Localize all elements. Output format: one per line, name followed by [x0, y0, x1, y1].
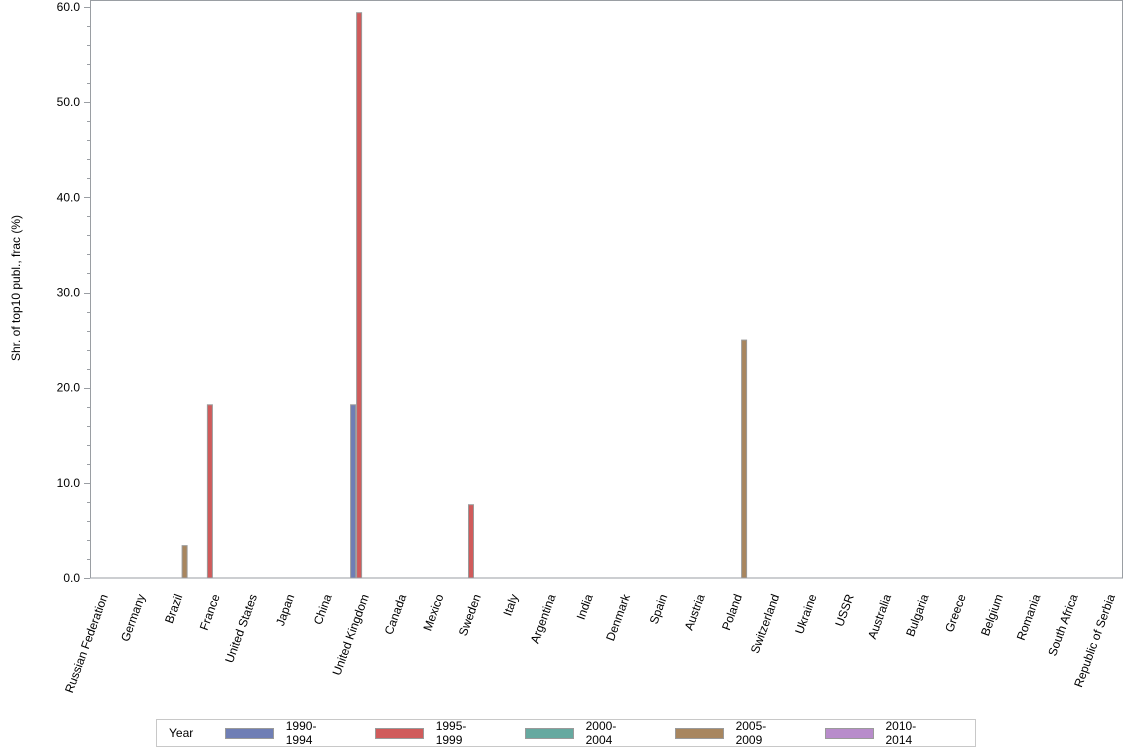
x-tick-label: Denmark: [603, 591, 633, 642]
bar-france-1995-1999: [206, 404, 213, 579]
y-tick-label: 10.0: [57, 476, 81, 490]
y-tick-label: 40.0: [57, 190, 81, 204]
bar-chart: 0.0 10.0 20.0 30.0 40.0 50.0 60.0 Russian Fede…: [9, 0, 1123, 695]
x-tick-label: Switzerland: [748, 592, 782, 655]
x-tick-label: United States: [222, 592, 260, 664]
legend-swatch: [225, 727, 274, 739]
x-tick-label: Spain: [647, 592, 671, 626]
legend-item-2005-2009: 2005-2009: [675, 719, 791, 747]
x-tick-label: Greece: [942, 592, 969, 634]
x-tick-label: Mexico: [420, 592, 446, 633]
x-tick-label: China: [311, 592, 335, 627]
x-tick-label: Japan: [273, 592, 297, 628]
bar-united-kingdom-1990-1994: [350, 404, 357, 579]
legend-item-1995-1999: 1995-1999: [375, 719, 491, 747]
legend-item-2000-2004: 2000-2004: [525, 719, 641, 747]
x-tick-label: Australia: [865, 592, 894, 641]
legend-swatch: [825, 727, 874, 739]
y-axis-title: Shr. of top10 publ., frac (%): [9, 215, 23, 361]
y-axis: 0.0 10.0 20.0 30.0 40.0 50.0 60.0: [57, 0, 90, 585]
x-tick-label: Ukraine: [792, 592, 819, 636]
legend-item-1990-1994: 1990-1994: [225, 719, 341, 747]
legend-swatch: [525, 727, 574, 739]
legend-label: 2010-2014: [885, 719, 917, 747]
x-tick-label: USSR: [832, 592, 857, 628]
legend-label: 1990-1994: [285, 719, 317, 747]
legend-item-2010-2014: 2010-2014: [825, 719, 941, 747]
plot-frame: [90, 0, 1123, 579]
y-tick-label: 20.0: [57, 381, 81, 395]
bar-united-kingdom-1995-1999: [356, 12, 363, 579]
x-tick-label: Austria: [682, 592, 708, 632]
x-tick-label: Bulgaria: [903, 592, 931, 638]
legend-label: 2000-2004: [585, 719, 617, 747]
x-axis: Russian Federation Germany Brazil France Uni…: [62, 591, 1118, 695]
x-tick-label: Argentina: [528, 592, 559, 645]
y-tick-label: 0.0: [63, 571, 80, 585]
legend-title: Year: [169, 726, 194, 740]
x-tick-label: Sweden: [456, 592, 484, 638]
x-tick-label: India: [574, 592, 596, 622]
bar-brazil-2005-2009: [181, 545, 188, 579]
bars: [181, 12, 748, 579]
x-tick-label: Germany: [118, 592, 148, 643]
x-tick-label: South Africa: [1045, 592, 1080, 658]
x-tick-label: Poland: [719, 592, 745, 632]
x-tick-label: Brazil: [162, 592, 185, 625]
x-tick-label: Republic of Serbia: [1071, 592, 1118, 689]
legend-label: 1995-1999: [435, 719, 467, 747]
y-tick-label: 50.0: [57, 95, 81, 109]
x-tick-label: France: [197, 592, 223, 632]
legend-label: 2005-2009: [735, 719, 767, 747]
y-tick-label: 60.0: [57, 0, 81, 14]
x-tick-label: Russian Federation: [62, 592, 111, 695]
x-tick-label: Belgium: [978, 592, 1006, 638]
legend-swatch: [675, 727, 724, 739]
x-tick-label: United Kingdom: [330, 592, 372, 677]
x-tick-label: Canada: [382, 592, 410, 637]
bar-poland-2005-2009: [741, 339, 748, 579]
legend-swatch: [375, 727, 424, 739]
x-tick-label: Romania: [1014, 592, 1044, 642]
bar-sweden-1995-1999: [468, 504, 474, 579]
x-tick-label: Italy: [500, 592, 521, 617]
legend: Year 1990-1994 1995-1999 2000-2004 2005-…: [156, 719, 976, 747]
y-tick-label: 30.0: [57, 286, 81, 300]
